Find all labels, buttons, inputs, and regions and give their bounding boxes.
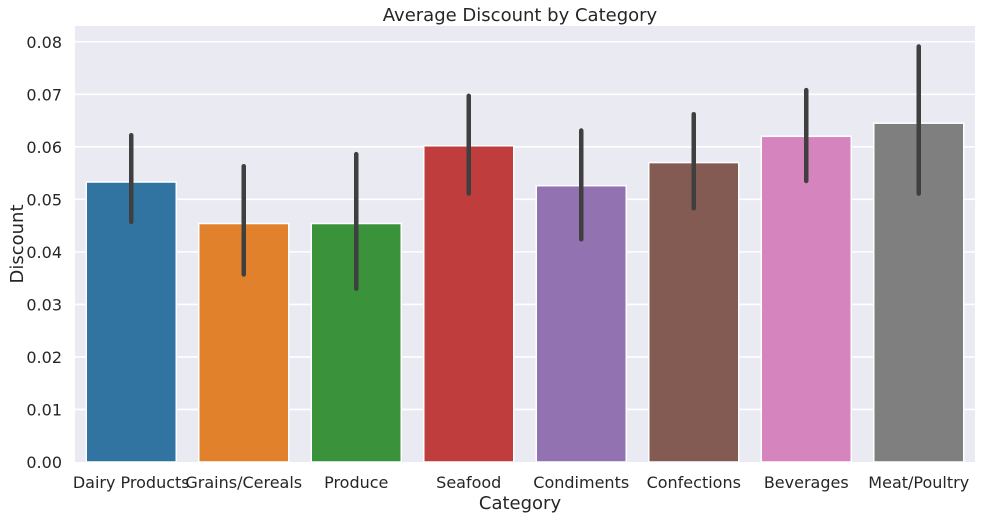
bar <box>760 135 852 463</box>
bar <box>85 181 177 463</box>
x-tick-label: Condiments <box>533 473 629 492</box>
y-tick-label: 0.01 <box>26 400 62 419</box>
x-tick-label: Meat/Poultry <box>868 473 969 492</box>
error-bars <box>129 44 921 291</box>
bars <box>85 122 965 463</box>
bar <box>423 145 515 463</box>
x-tick-label: Grains/Cereals <box>185 473 302 492</box>
x-tick-label: Seafood <box>436 473 501 492</box>
chart-title: Average Discount by Category <box>383 5 658 26</box>
x-tick-label: Dairy Products <box>73 473 190 492</box>
y-tick-label: 0.02 <box>26 348 62 367</box>
x-tick-label: Beverages <box>764 473 849 492</box>
y-tick-label: 0.00 <box>26 453 62 472</box>
x-axis-label: Category <box>479 493 562 514</box>
y-axis-label: Discount <box>7 204 28 283</box>
y-tick-labels: 0.00 0.01 0.02 0.03 0.04 0.05 0.06 0.07 0.08 <box>26 33 62 472</box>
y-tick-label: 0.06 <box>26 138 62 157</box>
y-tick-label: 0.04 <box>26 243 62 262</box>
x-tick-label: Confections <box>647 473 741 492</box>
y-tick-label: 0.08 <box>26 33 62 52</box>
x-tick-label: Produce <box>324 473 388 492</box>
y-tick-label: 0.05 <box>26 190 62 209</box>
y-tick-label: 0.03 <box>26 295 62 314</box>
y-tick-label: 0.07 <box>26 85 62 104</box>
